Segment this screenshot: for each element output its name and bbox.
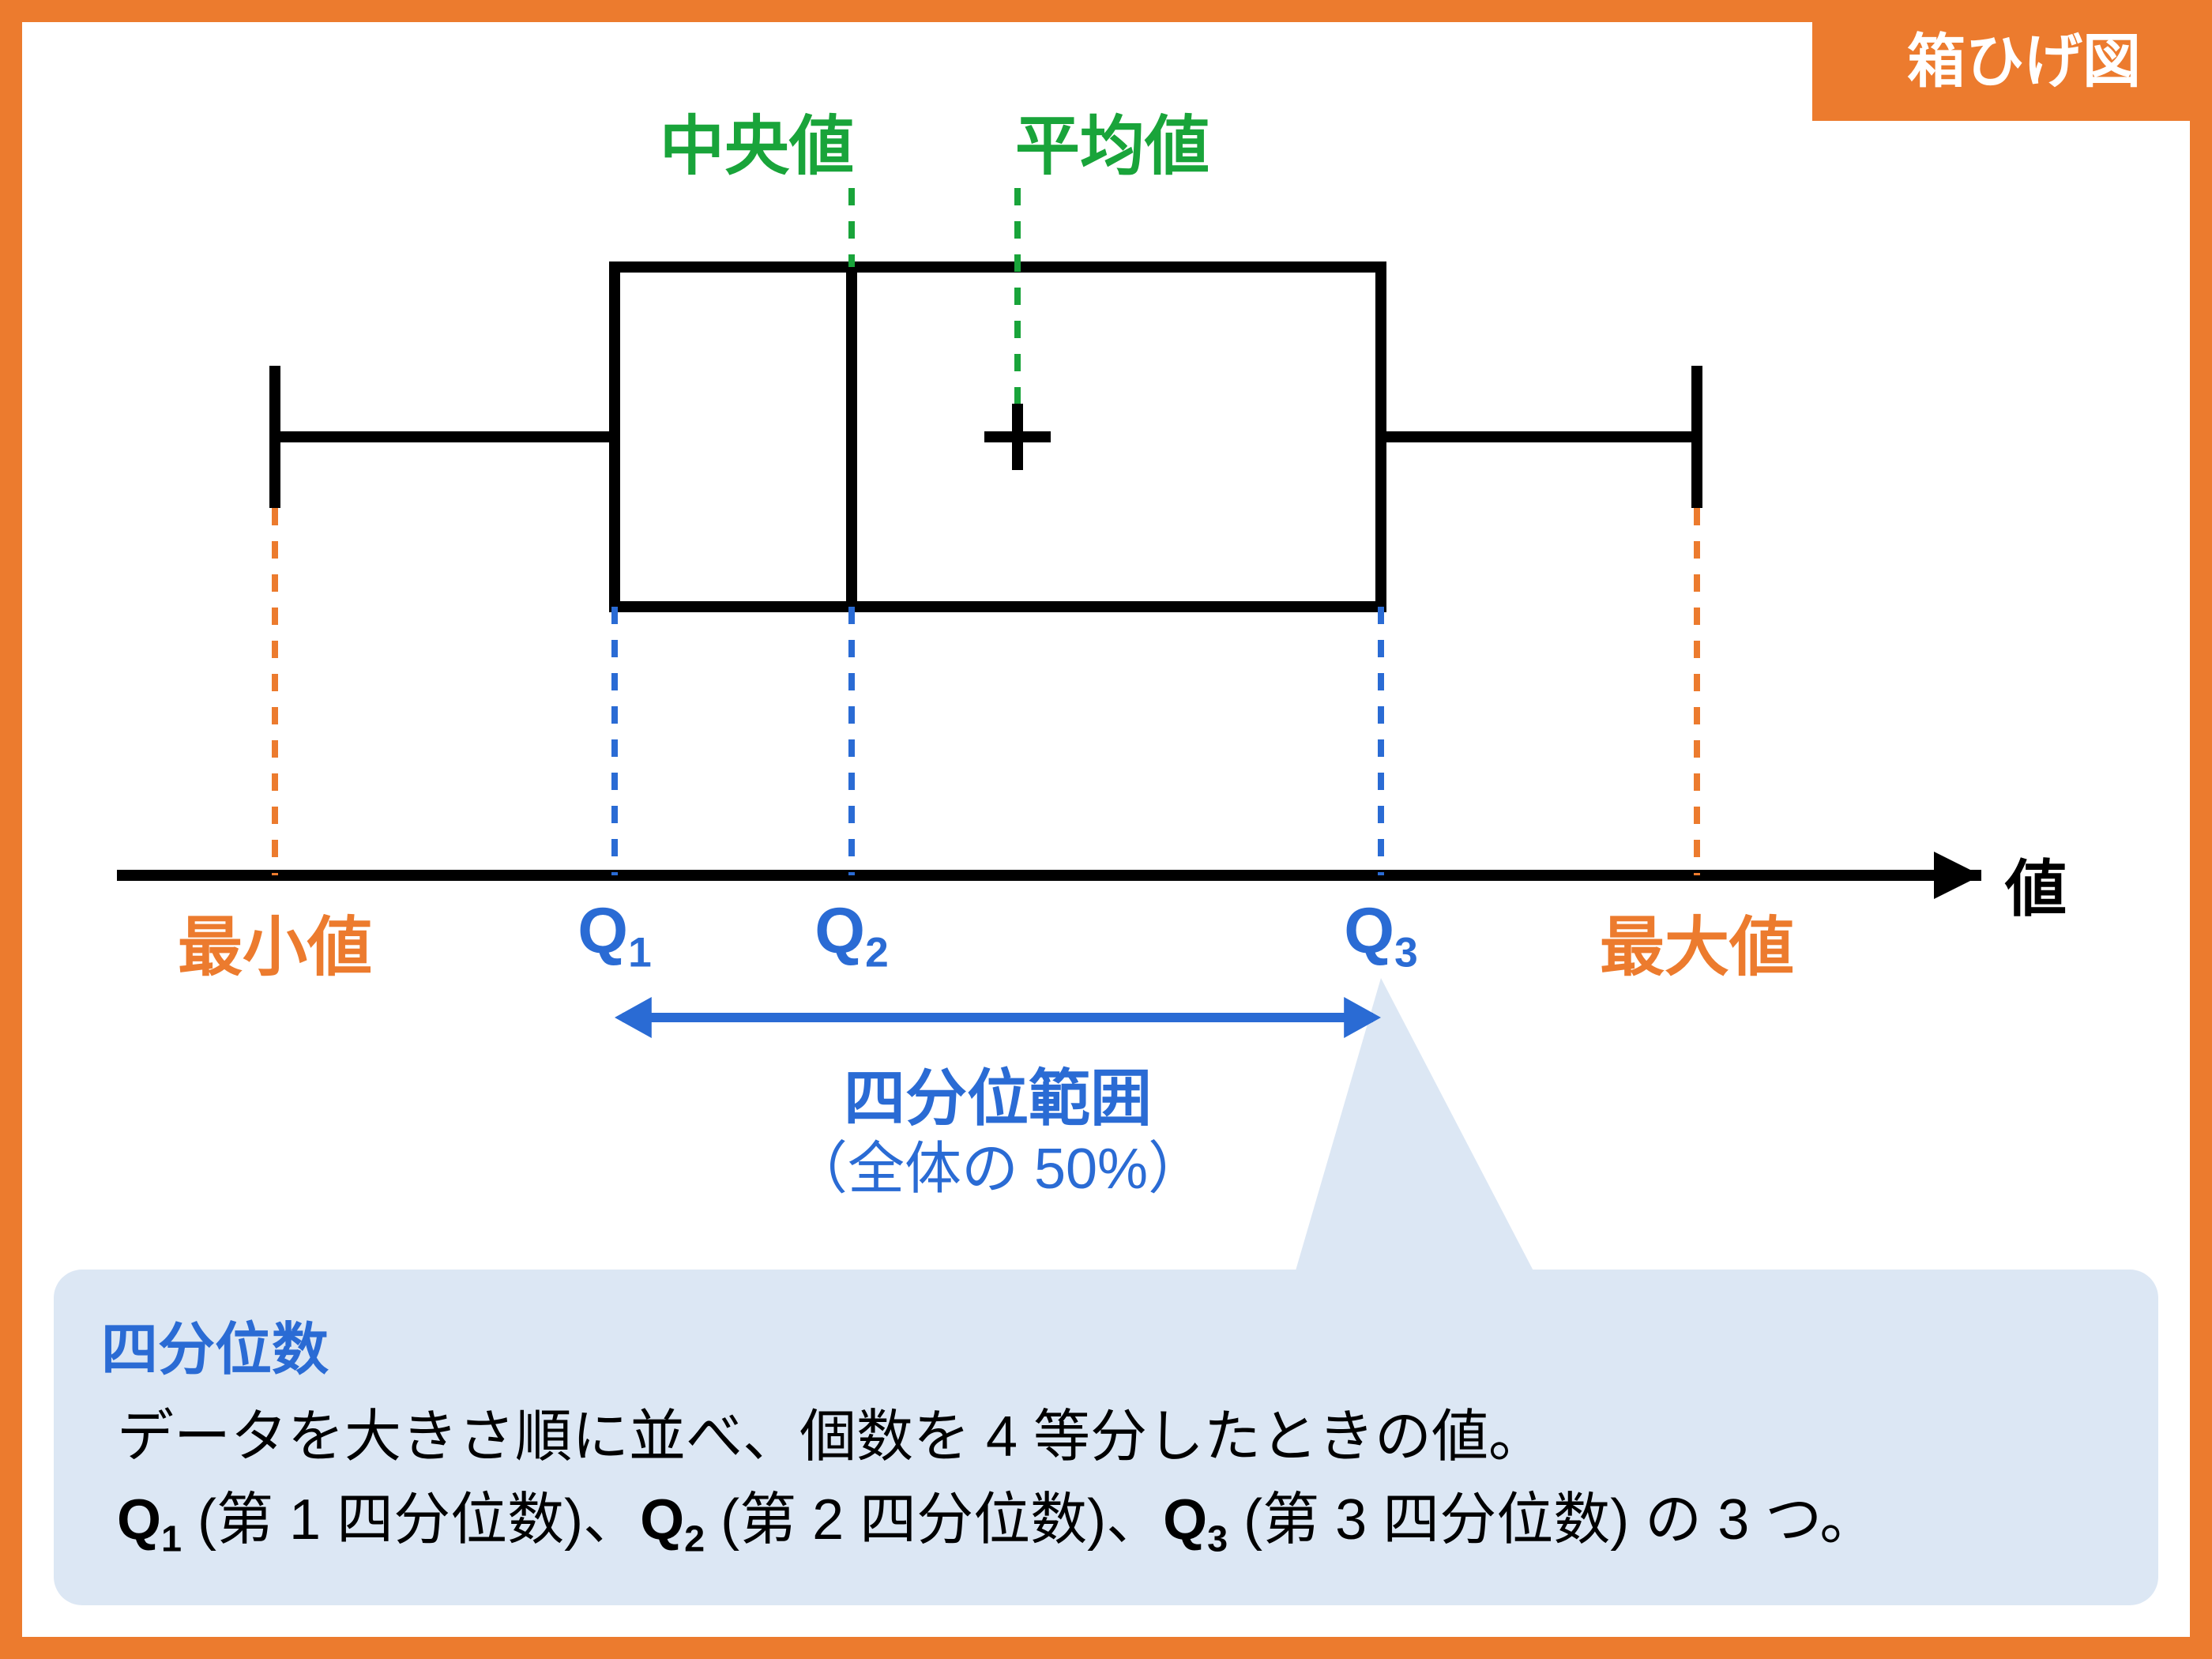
label-min: 最小値 [178,894,372,988]
label-iqr-sub: （全体の 50%） [791,1122,1205,1205]
label-axis: 値 [2005,840,2067,928]
label-q2: Q2 [814,894,888,976]
diagram-canvas: 中央値 平均値 値 最小値 最大値 Q1 Q2 Q3 四分位範囲 （全体の 50… [22,22,2190,1637]
info-body: データを大きさ順に並べ、個数を 4 等分したときの値。 Q1 (第 1 四分位数… [101,1396,2111,1566]
label-median: 中央値 [660,93,854,187]
label-mean: 平均値 [1015,93,1209,187]
info-heading: 四分位数 [101,1309,2111,1391]
label-q1: Q1 [577,894,651,976]
info-box: 四分位数 データを大きさ順に並べ、個数を 4 等分したときの値。 Q1 (第 1… [54,1270,2158,1605]
label-max: 最大値 [1600,894,1794,988]
info-line1: データを大きさ順に並べ、個数を 4 等分したときの値。 [117,1405,1545,1469]
label-q3: Q3 [1344,894,1417,976]
